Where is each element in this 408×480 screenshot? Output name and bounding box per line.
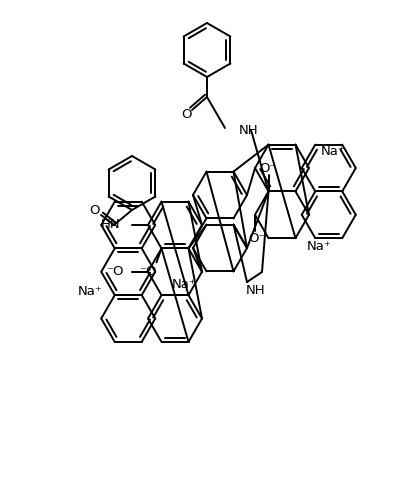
Text: ⁻O: ⁻O xyxy=(106,265,124,278)
Text: O: O xyxy=(181,108,191,121)
Text: O⁻: O⁻ xyxy=(260,162,277,175)
Text: HN: HN xyxy=(100,218,120,231)
Text: O⁻: O⁻ xyxy=(248,232,266,245)
Text: NH: NH xyxy=(246,285,266,298)
Text: Na⁺: Na⁺ xyxy=(321,145,345,158)
Text: Na⁺: Na⁺ xyxy=(171,278,196,291)
Text: ⁻O: ⁻O xyxy=(139,265,157,278)
Text: O: O xyxy=(90,204,100,216)
Text: NH: NH xyxy=(239,123,259,136)
Text: Na⁺: Na⁺ xyxy=(307,240,332,253)
Text: Na⁺: Na⁺ xyxy=(78,285,103,298)
